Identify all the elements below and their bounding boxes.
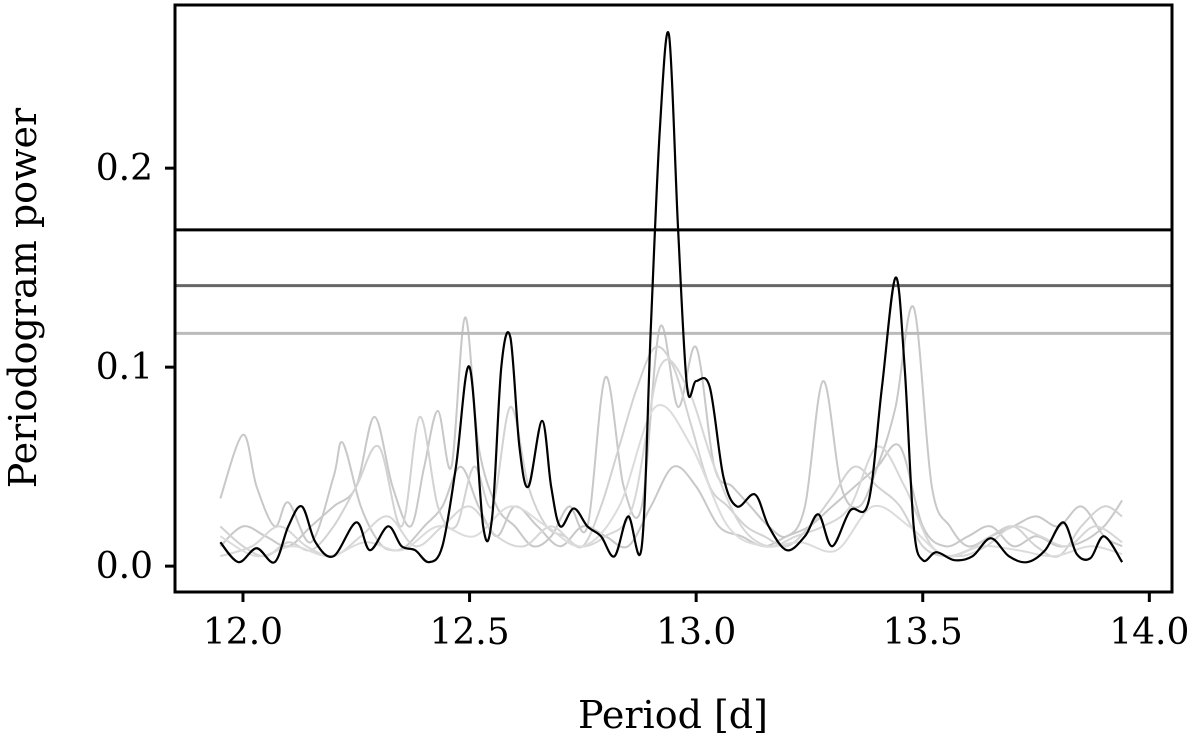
plot-frame bbox=[173, 3, 1174, 594]
y-tick-label: 0.0 bbox=[96, 546, 153, 587]
x-axis-label: Period [d] bbox=[578, 693, 768, 737]
x-tick-label: 14.0 bbox=[1109, 612, 1189, 653]
background-series-line-4 bbox=[220, 358, 1123, 558]
threshold-lines-group bbox=[175, 228, 1172, 335]
x-tick-label: 12.5 bbox=[429, 612, 509, 653]
x-tick-label: 13.0 bbox=[656, 612, 736, 653]
x-tick-label: 13.5 bbox=[883, 612, 963, 653]
background-series-line-1 bbox=[219, 433, 1123, 552]
background-series-line-2 bbox=[219, 305, 1123, 548]
y-tick-label: 0.2 bbox=[96, 148, 153, 189]
background-series-group bbox=[219, 305, 1123, 558]
main-series-group bbox=[219, 31, 1124, 564]
x-axis-ticks: 12.0 12.5 13.0 13.5 14.0 bbox=[203, 592, 1189, 653]
y-axis-ticks: 0.0 0.1 0.2 bbox=[96, 148, 175, 587]
x-tick-label: 12.0 bbox=[203, 612, 283, 653]
main-series-line bbox=[219, 31, 1124, 564]
y-tick-label: 0.1 bbox=[96, 347, 153, 388]
y-axis-label: Periodogram power bbox=[1, 107, 45, 488]
background-series-line-5 bbox=[219, 404, 1123, 558]
